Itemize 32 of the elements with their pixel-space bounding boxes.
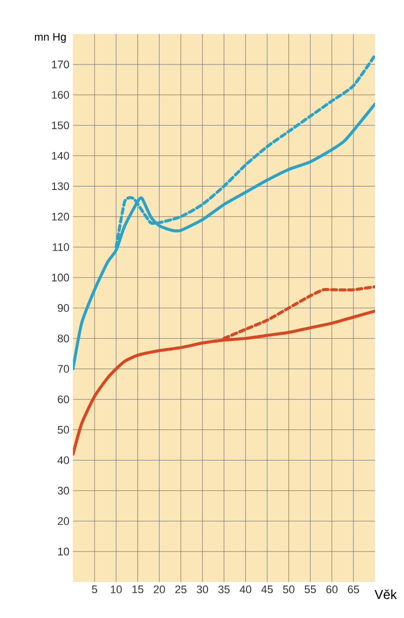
y-tick-label: 160 xyxy=(52,91,70,99)
y-tick-label: 130 xyxy=(52,182,70,190)
x-tick-label: 15 xyxy=(132,586,144,594)
y-tick-label: 70 xyxy=(58,365,70,373)
x-tick-label: 10 xyxy=(110,586,122,594)
y-tick-label: 140 xyxy=(52,152,70,160)
y-tick-label: 150 xyxy=(52,121,70,130)
y-tick-label: 50 xyxy=(58,426,70,434)
y-tick-label: 100 xyxy=(52,274,70,282)
x-tick-label: 5 xyxy=(92,586,98,594)
x-tick-label: 40 xyxy=(240,586,252,594)
y-axis-title: mn Hg xyxy=(34,33,66,43)
y-tick-label: 10 xyxy=(58,548,70,556)
x-tick-label: 50 xyxy=(283,586,294,594)
x-tick-label: 60 xyxy=(326,586,338,594)
y-tick-label: 120 xyxy=(52,212,70,221)
y-tick-label: 20 xyxy=(58,517,70,525)
y-tick-label: 80 xyxy=(58,334,70,342)
x-tick-label: 25 xyxy=(175,586,186,594)
x-axis-title: Věk xyxy=(374,590,397,600)
x-tick-label: 20 xyxy=(154,586,165,594)
y-tick-label: 40 xyxy=(58,456,70,464)
x-tick-label: 45 xyxy=(261,586,273,594)
x-tick-label: 30 xyxy=(196,586,208,594)
x-tick-label: 55 xyxy=(304,586,316,594)
y-tick-label: 90 xyxy=(58,304,70,312)
y-tick-label: 110 xyxy=(52,243,70,251)
x-tick-label: 35 xyxy=(218,586,230,594)
y-tick-label: 30 xyxy=(58,486,70,495)
y-tick-label: 60 xyxy=(58,395,70,404)
x-tick-label: 65 xyxy=(348,586,360,594)
y-tick-label: 170 xyxy=(52,60,70,68)
